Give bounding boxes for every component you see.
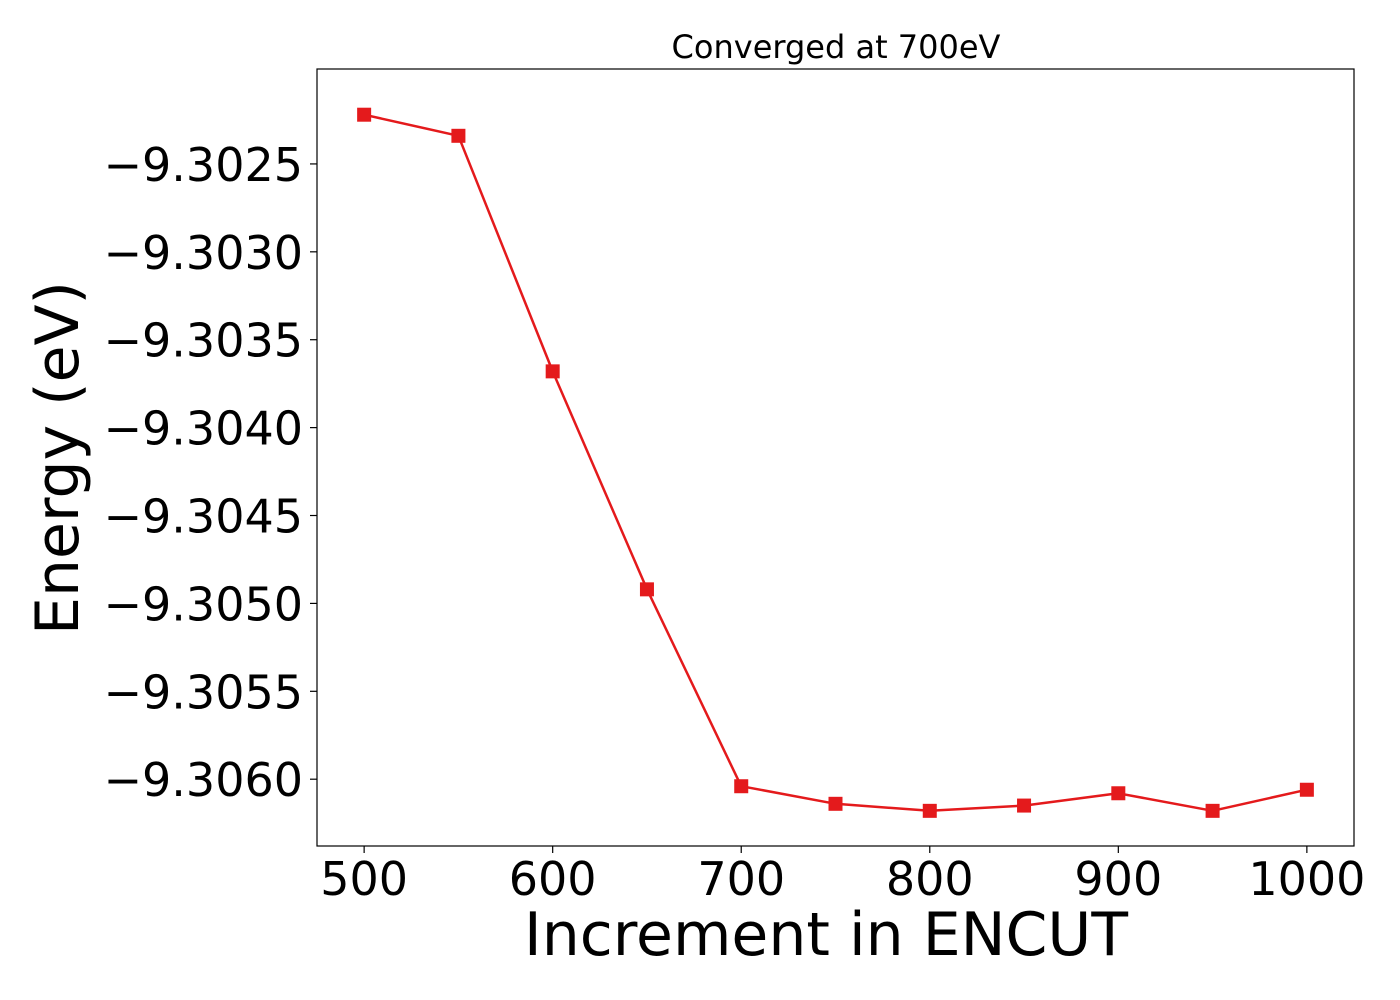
data-point-marker xyxy=(1299,782,1314,797)
series-line xyxy=(363,113,1308,813)
y-tick-label: −9.3040 xyxy=(104,402,304,456)
y-tick-label: −9.3060 xyxy=(104,753,304,807)
data-point-marker xyxy=(545,364,560,379)
y-tick-label: −9.3030 xyxy=(104,226,304,280)
x-axis-label: Increment in ENCUT xyxy=(524,900,1128,970)
x-tick-label: 1000 xyxy=(1248,852,1365,906)
data-point-marker xyxy=(1205,803,1220,818)
data-point-marker xyxy=(451,128,466,143)
y-tick-label: −9.3055 xyxy=(104,665,304,719)
x-tick-label: 600 xyxy=(509,852,597,906)
x-tick-label: 500 xyxy=(320,852,408,906)
x-axis: 500 600 700 800 900 1000 xyxy=(320,846,1365,906)
y-axis: −9.3025 −9.3030 −9.3035 −9.3040 −9.3045 −9.30… xyxy=(104,138,317,807)
x-tick-label: 900 xyxy=(1074,852,1162,906)
plot-frame xyxy=(316,68,1355,847)
data-point-marker xyxy=(1111,786,1126,801)
series-layer xyxy=(357,107,1314,818)
y-tick-label: −9.3050 xyxy=(104,577,304,631)
data-point-marker xyxy=(639,582,654,597)
data-point-marker xyxy=(734,779,749,794)
data-point-marker xyxy=(922,803,937,818)
x-tick-label: 800 xyxy=(886,852,974,906)
data-point-marker xyxy=(828,796,843,811)
y-axis-label: Energy (eV) xyxy=(23,281,93,635)
y-tick-label: −9.3045 xyxy=(104,490,304,544)
data-point-marker xyxy=(1017,798,1032,813)
y-tick-label: −9.3035 xyxy=(104,314,304,368)
y-tick-label: −9.3025 xyxy=(104,138,304,192)
x-tick-label: 700 xyxy=(697,852,785,906)
chart-title: Converged at 700eV xyxy=(672,28,1001,66)
data-point-marker xyxy=(357,107,372,122)
